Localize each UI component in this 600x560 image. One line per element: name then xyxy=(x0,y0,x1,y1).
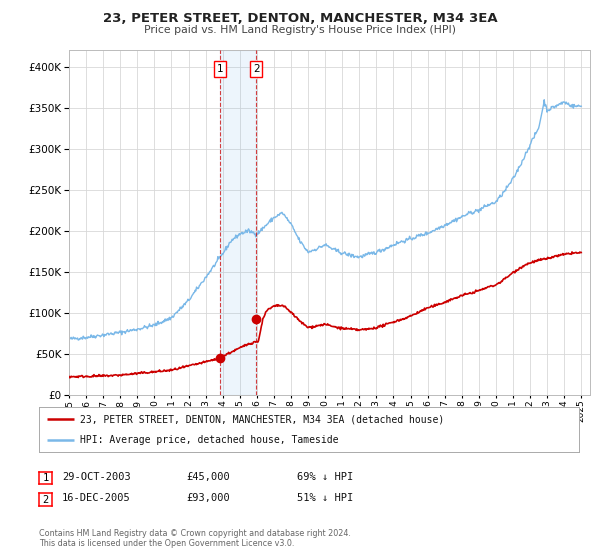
Text: This data is licensed under the Open Government Licence v3.0.: This data is licensed under the Open Gov… xyxy=(39,539,295,548)
Bar xyxy=(220,50,256,395)
Text: Contains HM Land Registry data © Crown copyright and database right 2024.: Contains HM Land Registry data © Crown c… xyxy=(39,529,351,538)
Text: £93,000: £93,000 xyxy=(186,493,230,503)
Text: 2: 2 xyxy=(43,494,49,505)
Text: HPI: Average price, detached house, Tameside: HPI: Average price, detached house, Tame… xyxy=(79,435,338,445)
Text: 1: 1 xyxy=(217,64,223,74)
Text: 69% ↓ HPI: 69% ↓ HPI xyxy=(297,472,353,482)
Text: 1: 1 xyxy=(43,473,49,483)
Text: 51% ↓ HPI: 51% ↓ HPI xyxy=(297,493,353,503)
Text: 29-OCT-2003: 29-OCT-2003 xyxy=(62,472,131,482)
Text: £45,000: £45,000 xyxy=(186,472,230,482)
Text: Price paid vs. HM Land Registry's House Price Index (HPI): Price paid vs. HM Land Registry's House … xyxy=(144,25,456,35)
Text: 16-DEC-2005: 16-DEC-2005 xyxy=(62,493,131,503)
Text: 23, PETER STREET, DENTON, MANCHESTER, M34 3EA: 23, PETER STREET, DENTON, MANCHESTER, M3… xyxy=(103,12,497,25)
Text: 23, PETER STREET, DENTON, MANCHESTER, M34 3EA (detached house): 23, PETER STREET, DENTON, MANCHESTER, M3… xyxy=(79,414,444,424)
Text: 2: 2 xyxy=(253,64,259,74)
